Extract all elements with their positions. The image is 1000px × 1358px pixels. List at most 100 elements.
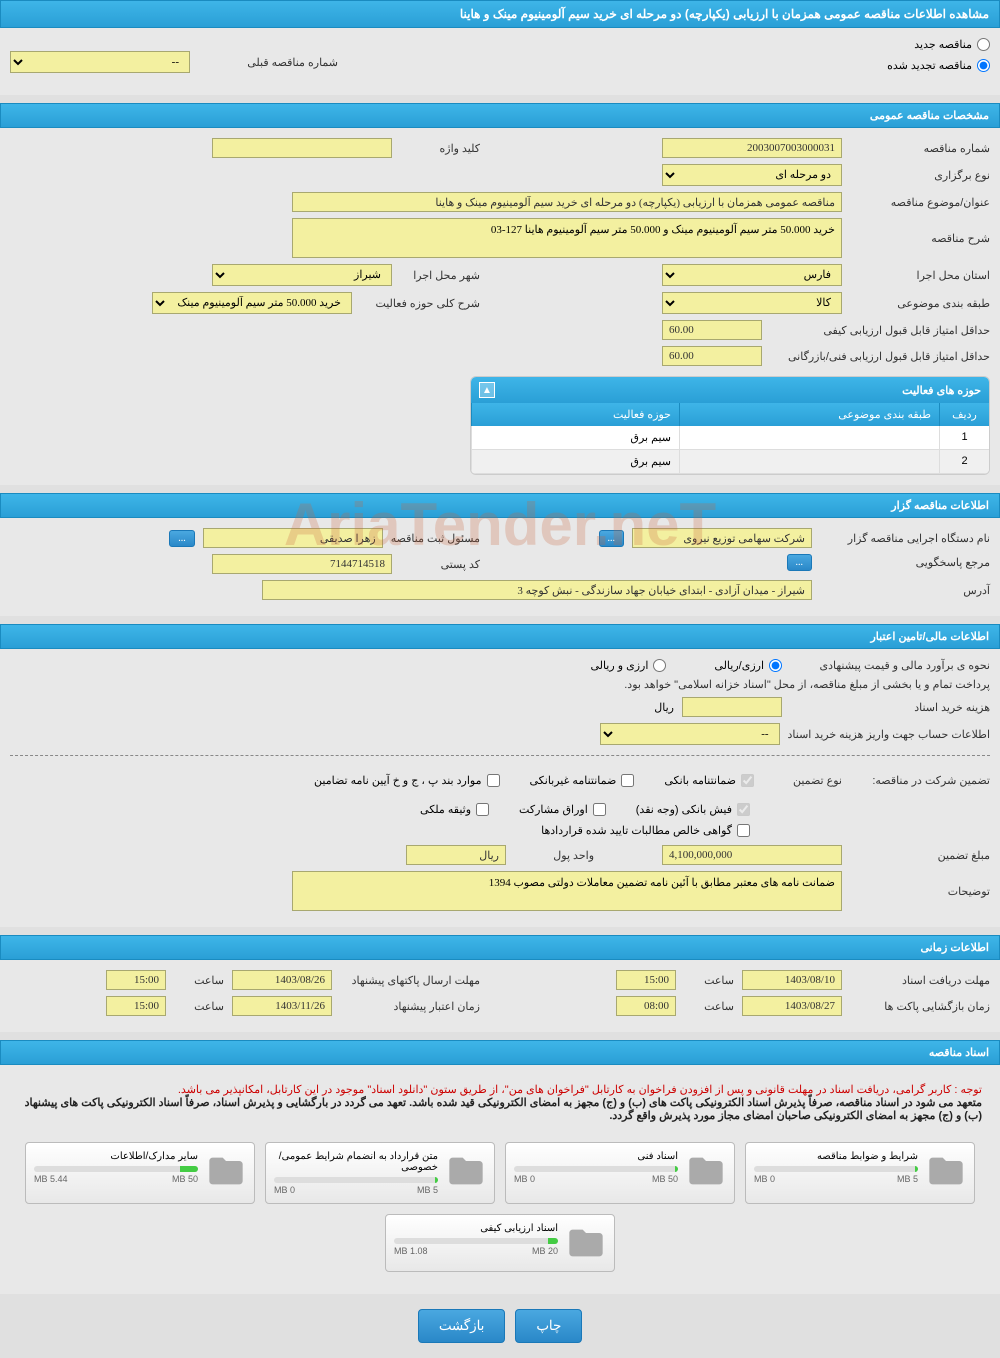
folder-icon (566, 1223, 606, 1263)
notice-2: متعهد می شود در اسناد مناقصه، صرفاً پذیر… (18, 1096, 982, 1122)
rial-radio[interactable] (769, 659, 782, 672)
activity-desc-select[interactable]: خرید 50.000 متر سیم آلومینیوم مینک و 50.… (152, 292, 352, 314)
col-row-header: ردیف (939, 403, 989, 426)
g-clauses-check[interactable] (487, 774, 500, 787)
g-nonbank-label: ضمانتنامه غیربانکی (530, 774, 617, 787)
responsible-more-button[interactable]: ... (169, 530, 195, 547)
amount-label: مبلغ تضمین (850, 849, 990, 862)
g-receivables-label: گواهی خالص مطالبات تایید شده قراردادها (541, 824, 732, 837)
currency-unit: ریال (654, 701, 674, 714)
g-property-label: وثیقه ملکی (420, 803, 471, 816)
type-select[interactable]: دو مرحله ای (662, 164, 842, 186)
activity-table-title: حوزه های فعالیت (902, 384, 981, 397)
postal-input[interactable] (212, 554, 392, 574)
g-receivables-check[interactable] (737, 824, 750, 837)
unit-label: واحد پول (514, 849, 594, 862)
tech-score-input[interactable] (662, 346, 762, 366)
activity-table: حوزه های فعالیت ▲ ردیف طبقه بندی موضوعی … (470, 376, 990, 475)
g-bank-label: ضمانتنامه بانکی (664, 774, 736, 787)
row-cat (679, 450, 939, 473)
doc-used: 0 MB (514, 1174, 535, 1184)
g-bank-check (741, 774, 754, 787)
doc-card[interactable]: متن قرارداد به انضمام شرایط عمومی/خصوصی5… (265, 1142, 495, 1204)
folder-icon (446, 1151, 486, 1191)
responsible-label: مسئول ثبت مناقصه (391, 532, 480, 545)
responsible-input[interactable] (203, 528, 383, 548)
doc-card[interactable]: اسناد ارزیابی کیفی20 MB1.08 MB (385, 1214, 615, 1272)
category-select[interactable]: کالا (662, 292, 842, 314)
row-idx: 2 (939, 450, 989, 473)
amount-input[interactable] (662, 845, 842, 865)
doc-total: 20 MB (532, 1246, 558, 1256)
keyword-input[interactable] (212, 138, 392, 158)
send-hour-input[interactable] (106, 970, 166, 990)
g-property-check[interactable] (476, 803, 489, 816)
new-tender-label: مناقصه جدید (914, 38, 972, 51)
province-label: استان محل اجرا (850, 269, 990, 282)
open-date-input[interactable] (742, 996, 842, 1016)
progress-bar (394, 1238, 558, 1244)
contact-label: مرجع پاسخگویی (820, 556, 990, 569)
rial-option-label: ارزی/ریالی (714, 659, 764, 672)
doc-used: 5.44 MB (34, 1174, 68, 1184)
address-input[interactable] (262, 580, 812, 600)
validity-hour-input[interactable] (106, 996, 166, 1016)
doc-cost-input[interactable] (682, 697, 782, 717)
doc-cost-label: هزینه خرید اسناد (790, 701, 990, 714)
province-select[interactable]: فارس (662, 264, 842, 286)
hour-label-4: ساعت (174, 1000, 224, 1013)
desc-textarea[interactable]: خرید 50.000 متر سیم آلومینیوم مینک و 50.… (292, 218, 842, 258)
section-general: مشخصات مناقصه عمومی (0, 103, 1000, 128)
doc-card[interactable]: اسناد فنی50 MB0 MB (505, 1142, 735, 1204)
hour-label-3: ساعت (174, 974, 224, 987)
doc-total: 5 MB (417, 1185, 438, 1195)
table-row: 1سیم برق (471, 426, 989, 450)
agency-label: نام دستگاه اجرایی مناقصه گزار (820, 532, 990, 545)
currency-radio[interactable] (653, 659, 666, 672)
new-tender-radio[interactable] (977, 38, 990, 51)
section-organizer: اطلاعات مناقصه گزار (0, 493, 1000, 518)
doc-card[interactable]: شرایط و ضوابط مناقصه5 MB0 MB (745, 1142, 975, 1204)
contact-more-button[interactable]: ... (787, 554, 813, 571)
open-hour-input[interactable] (616, 996, 676, 1016)
back-button[interactable]: بازگشت (418, 1309, 506, 1343)
doc-used: 0 MB (754, 1174, 775, 1184)
collapse-button[interactable]: ▲ (479, 382, 495, 398)
section-time: اطلاعات زمانی (0, 935, 1000, 960)
col-category-header: طبقه بندی موضوعی (679, 403, 939, 426)
city-select[interactable]: شیراز (212, 264, 392, 286)
table-row: 2سیم برق (471, 450, 989, 474)
agency-more-button[interactable]: ... (599, 530, 625, 547)
hour-label-2: ساعت (684, 1000, 734, 1013)
prev-number-select[interactable]: -- (10, 51, 190, 73)
subject-input[interactable] (292, 192, 842, 212)
g-securities-check[interactable] (593, 803, 606, 816)
folder-icon (926, 1151, 966, 1191)
print-button[interactable]: چاپ (515, 1309, 582, 1343)
receive-date-input[interactable] (742, 970, 842, 990)
tender-number-input[interactable] (662, 138, 842, 158)
agency-input[interactable] (632, 528, 812, 548)
g-nonbank-check[interactable] (621, 774, 634, 787)
g-clauses-label: موارد بند پ ، ج و خ آیین نامه تضامین (314, 774, 481, 787)
g-cash-check (737, 803, 750, 816)
doc-card[interactable]: سایر مدارک/اطلاعات50 MB5.44 MB (25, 1142, 255, 1204)
send-date-input[interactable] (232, 970, 332, 990)
progress-bar (34, 1166, 198, 1172)
unit-input[interactable] (406, 845, 506, 865)
validity-date-input[interactable] (232, 996, 332, 1016)
g-cash-label: فیش بانکی (وجه نقد) (636, 803, 732, 816)
subject-label: عنوان/موضوع مناقصه (850, 196, 990, 209)
category-label: طبقه بندی موضوعی (850, 297, 990, 310)
doc-title: شرایط و ضوابط مناقصه (754, 1151, 918, 1162)
postal-label: کد پستی (400, 558, 480, 571)
receive-hour-input[interactable] (616, 970, 676, 990)
notes-textarea[interactable]: ضمانت نامه های معتبر مطابق با آئین نامه … (292, 871, 842, 911)
keyword-label: کلید واژه (400, 142, 480, 155)
account-select[interactable]: -- (600, 723, 780, 745)
renewed-tender-radio[interactable] (977, 59, 990, 72)
qual-score-label: حداقل امتیاز قابل قبول ارزیابی کیفی (770, 324, 990, 337)
page-title: مشاهده اطلاعات مناقصه عمومی همزمان با ار… (0, 0, 1000, 28)
progress-bar (274, 1177, 438, 1183)
qual-score-input[interactable] (662, 320, 762, 340)
